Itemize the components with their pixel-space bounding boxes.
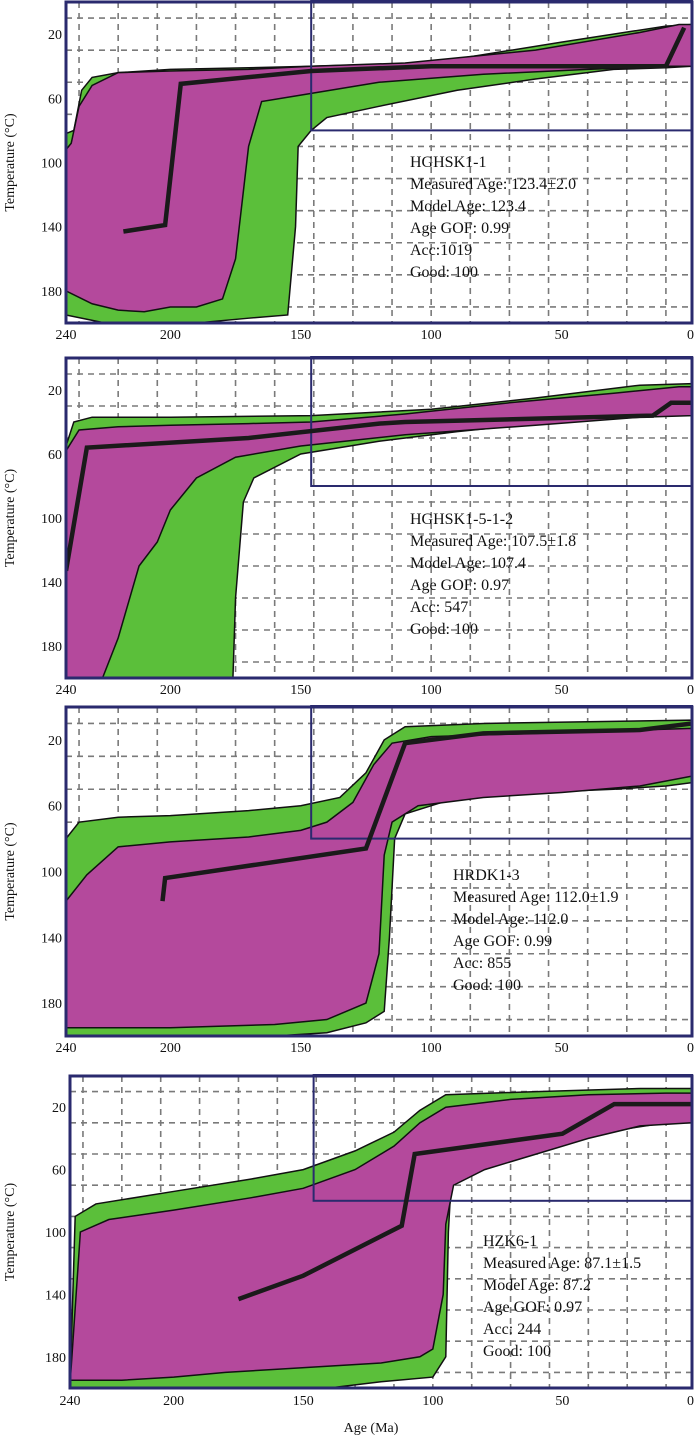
y-axis-label: Temperature (°C) [3,469,18,568]
x-tick-label: 200 [163,1394,184,1409]
sample-name: HGHSK1-5-1-2 [410,511,513,528]
plot-frame [64,0,694,325]
y-tick-label: 180 [45,1351,66,1366]
best-fit-path [160,721,692,902]
x-tick-label: 100 [421,328,442,343]
x-tick-label: 240 [56,328,77,343]
sample-name: HZK6-1 [483,1233,537,1250]
info-line: Age GOF: 0.99 [453,933,552,950]
best-fit-path [123,26,687,234]
y-tick-label: 140 [41,576,62,591]
x-tick-label: 200 [160,328,181,343]
info-line: Model Age: 123.4 [410,198,526,215]
info-line: Measured Age: 87.1±1.5 [483,1255,641,1272]
y-axis-label: Temperature (°C) [3,1183,18,1282]
acceptable-fit-envelope [66,727,692,1029]
panel-hrdk1-3: 20 60 100 140 180 240 200 150 100 50 0 Temperature … [3,705,694,1056]
x-tick-label: 150 [290,1041,311,1056]
y-tick-label: 60 [48,800,62,815]
info-line: Acc: 244 [483,1321,541,1338]
panel-hzk6-1: 20 60 100 140 180 240 200 150 100 50 0 Temperature … [3,1074,694,1409]
x-tick-label: 50 [555,683,569,698]
info-line: Good: 100 [453,977,521,994]
info-line: Acc: 547 [410,599,468,616]
info-line: Good: 100 [483,1343,551,1360]
y-tick-label: 140 [41,931,62,946]
x-axis-label: Age (Ma) [344,1421,399,1436]
panel-hghsk1-5-1-2: 20 60 100 140 180 240 200 150 100 50 0 Temperature … [3,356,694,698]
info-line: Age GOF: 0.97 [410,577,509,594]
y-tick-label: 20 [48,384,62,399]
acceptable-fit-envelope [66,386,692,678]
y-tick-label: 20 [48,28,62,43]
acceptable-fit-envelope [70,1092,692,1385]
y-tick-label: 180 [41,997,62,1012]
x-tick-label: 50 [555,1394,569,1409]
y-tick-label: 100 [41,512,62,527]
x-tick-label: 200 [160,1041,181,1056]
x-tick-label: 100 [421,683,442,698]
info-line: Good: 100 [410,264,478,281]
y-tick-label: 60 [48,92,62,107]
y-tick-label: 180 [41,640,62,655]
plot-frame [64,705,694,1038]
y-tick-label: 140 [41,221,62,236]
info-line: Model Age: 112.0 [453,911,568,928]
info-line: Acc:1019 [410,242,472,259]
info-line: Age GOF: 0.97 [483,1299,582,1316]
y-tick-label: 20 [48,734,62,749]
x-tick-label: 150 [290,328,311,343]
info-line: Model Age: 87.2 [483,1277,591,1294]
y-tick-label: 180 [41,285,62,300]
x-tick-label: 240 [56,1041,77,1056]
y-tick-label: 60 [48,448,62,463]
info-line: Good: 100 [410,621,478,638]
x-tick-label: 0 [687,1394,694,1409]
panel-hghsk1-1: 20 60 100 140 180 240 200 150 100 50 0 Temperature … [3,0,694,343]
y-tick-label: 20 [52,1101,66,1116]
x-tick-label: 150 [293,1394,314,1409]
sample-name: HGHSK1-1 [410,154,486,171]
info-line: Measured Age: 112.0±1.9 [453,889,619,906]
x-tick-label: 50 [555,1041,569,1056]
y-tick-label: 100 [45,1226,66,1241]
x-tick-label: 100 [422,1394,443,1409]
x-tick-label: 0 [687,328,694,343]
x-tick-label: 200 [160,683,181,698]
y-axis-label: Temperature (°C) [3,113,18,212]
x-tick-label: 150 [290,683,311,698]
best-fit-path [237,1101,692,1302]
y-axis-label: Temperature (°C) [3,822,18,921]
plot-frame [64,356,694,680]
info-line: Acc: 855 [453,955,511,972]
y-tick-label: 140 [45,1288,66,1303]
info-line: Age GOF: 0.99 [410,220,509,237]
info-line: Model Age: 107.4 [410,555,526,572]
x-tick-label: 100 [421,1041,442,1056]
x-tick-label: 240 [60,1394,81,1409]
best-fit-path [66,400,692,572]
x-tick-label: 0 [687,683,694,698]
y-tick-label: 60 [52,1164,66,1179]
info-line: Measured Age: 123.4±2.0 [410,176,576,193]
plot-frame [68,1074,694,1390]
info-line: Measured Age: 107.5±1.8 [410,533,576,550]
y-tick-label: 100 [41,157,62,172]
x-tick-label: 50 [555,328,569,343]
sample-name: HRDK1-3 [453,867,520,884]
x-tick-label: 240 [56,683,77,698]
x-tick-label: 0 [687,1041,694,1056]
y-tick-label: 100 [41,866,62,881]
